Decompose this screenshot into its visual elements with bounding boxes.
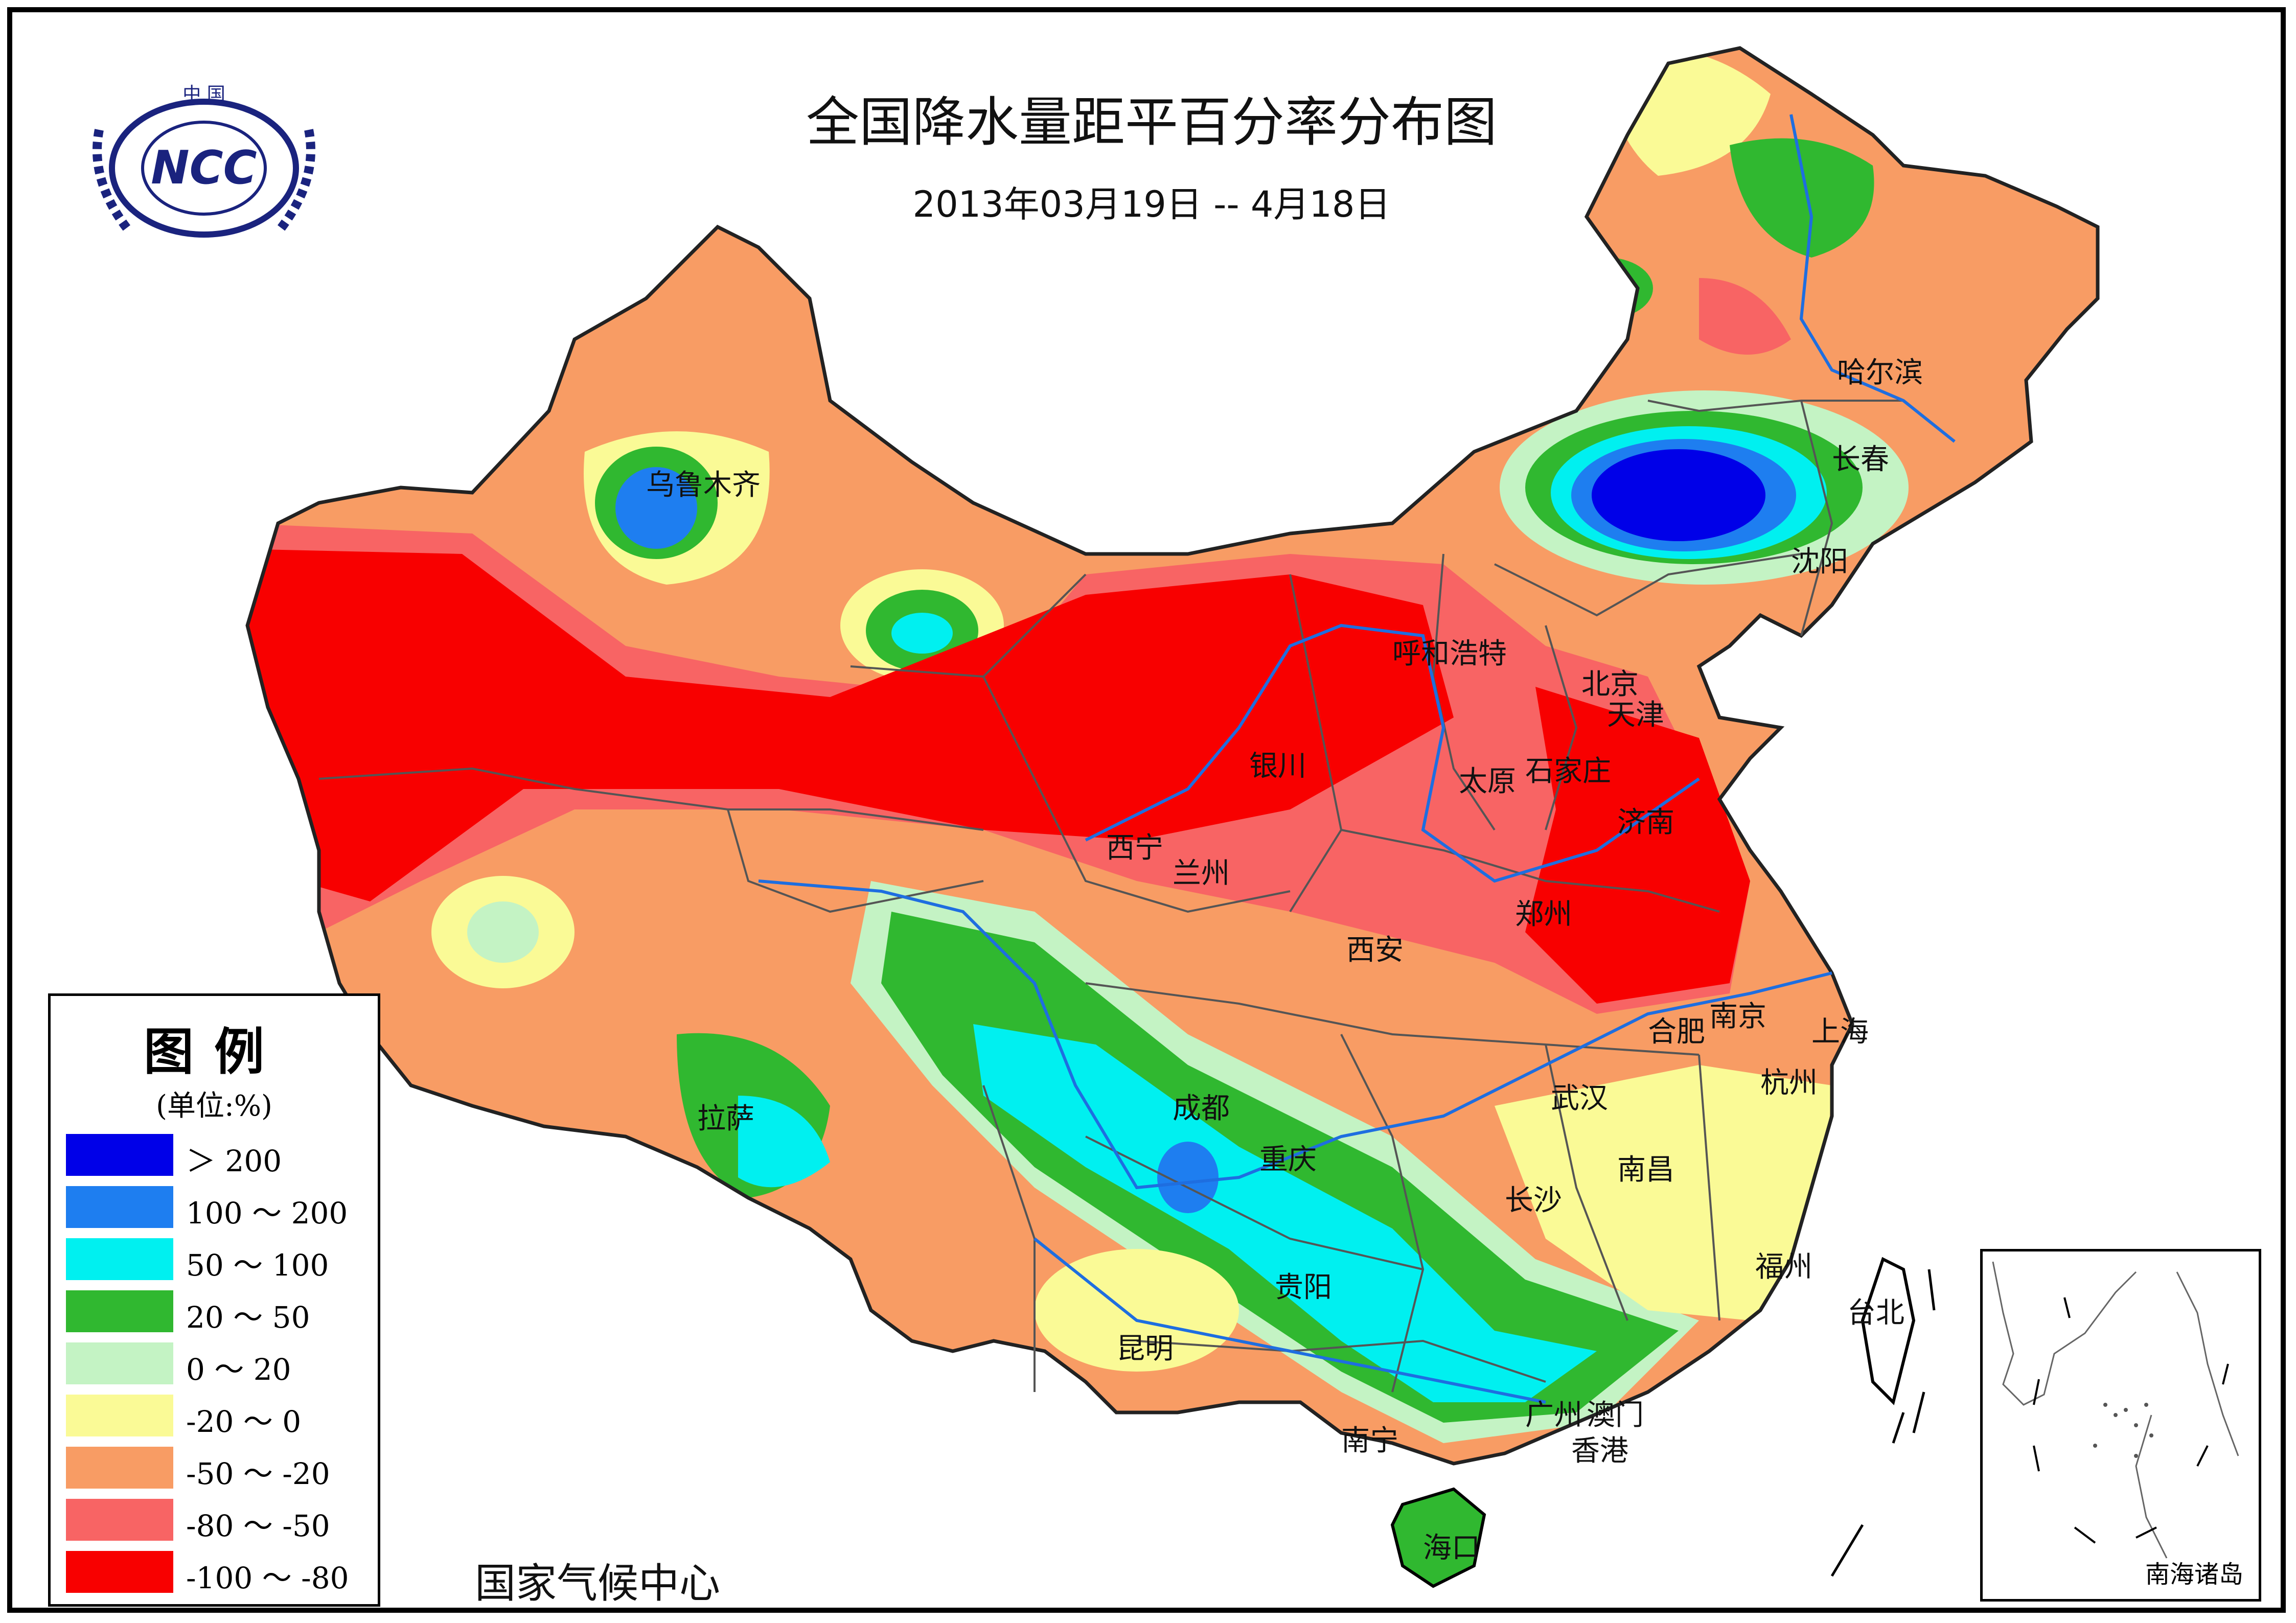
legend-item: 50 ～ 100 — [66, 1238, 373, 1283]
legend-item: 100 ～ 200 — [66, 1186, 373, 1231]
legend: 图例 (单位:%) ＞ 200 100 ～ 200 50 ～ 100 20 ～ … — [48, 993, 380, 1607]
map-subtitle: 2013年03月19日 -- 4月18日 — [912, 183, 1391, 225]
city-label: 天津 — [1607, 699, 1664, 732]
field-nm-dark — [1592, 449, 1765, 541]
city-label: 南昌 — [1617, 1153, 1674, 1187]
city-label: 银川 — [1249, 750, 1306, 783]
city-label: 呼和浩特 — [1392, 637, 1507, 670]
city-label: 西安 — [1346, 934, 1404, 967]
city-label: 武汉 — [1551, 1082, 1608, 1115]
field-wet-green — [881, 912, 1679, 1423]
city-label: 沈阳 — [1791, 545, 1848, 578]
field-ne-red — [1699, 278, 1791, 355]
inset-map — [1992, 1261, 2239, 1559]
legend-swatch — [66, 1238, 173, 1280]
legend-swatch — [66, 1134, 173, 1176]
legend-swatch — [66, 1395, 173, 1436]
city-label: 郑州 — [1515, 898, 1572, 931]
city-label: 杭州 — [1760, 1066, 1818, 1100]
legend-swatch — [66, 1342, 173, 1384]
city-label: 合肥 — [1648, 1015, 1705, 1049]
city-label: 澳门 — [1587, 1399, 1644, 1432]
city-label: 海口 — [1423, 1532, 1480, 1565]
legend-swatch — [66, 1186, 173, 1228]
legend-label: 100 ～ 200 — [186, 1196, 348, 1231]
field-lhasa-cyan — [738, 1096, 830, 1188]
city-label: 北京 — [1581, 668, 1639, 701]
field-east-dry — [1525, 687, 1750, 1004]
legend-swatch — [66, 1290, 173, 1332]
map-title: 全国降水量距平百分率分布图 — [806, 91, 1497, 153]
legend-label: -100 ～ -80 — [186, 1561, 349, 1595]
city-label: 上海 — [1811, 1015, 1869, 1049]
city-label: 昆明 — [1116, 1332, 1174, 1365]
svg-text:中 国: 中 国 — [182, 84, 225, 105]
city-label: 贵阳 — [1275, 1271, 1332, 1304]
legend-label: -50 ～ -20 — [186, 1456, 330, 1491]
legend-unit: (单位:%) — [156, 1089, 272, 1123]
city-label: 济南 — [1617, 806, 1674, 839]
city-label: 石家庄 — [1525, 755, 1611, 788]
ncc-logo: NCC 中 国 — [93, 84, 315, 238]
legend-item: 0 ～ 20 — [66, 1342, 373, 1387]
field-xj-blue — [615, 467, 697, 549]
city-label: 成都 — [1173, 1092, 1230, 1125]
city-label: 哈尔滨 — [1837, 356, 1923, 389]
city-label: 乌鲁木齐 — [646, 469, 761, 502]
legend-item: ＞ 200 — [66, 1134, 373, 1178]
field-southeast — [1495, 1065, 1832, 1320]
legend-swatch — [66, 1551, 173, 1593]
legend-label: 50 ～ 100 — [186, 1248, 329, 1283]
hainan-island — [1390, 1487, 1486, 1588]
legend-label: 0 ～ 20 — [186, 1352, 291, 1387]
field-core-dry — [247, 549, 1454, 901]
field-ne-green — [1730, 138, 1874, 258]
legend-label: -80 ～ -50 — [186, 1509, 330, 1543]
city-label: 西宁 — [1106, 831, 1163, 865]
city-label: 兰州 — [1173, 857, 1230, 890]
field-tibet-light — [467, 901, 539, 963]
legend-title: 图例 — [143, 1023, 285, 1081]
field-wet-cyan — [973, 1024, 1597, 1402]
inset-label: 南海诸岛 — [2145, 1560, 2243, 1589]
legend-label: 20 ～ 50 — [186, 1300, 310, 1335]
city-label: 重庆 — [1259, 1143, 1317, 1176]
legend-item: -80 ～ -50 — [66, 1499, 373, 1543]
footer-credit: 国家气候中心 — [475, 1560, 720, 1607]
svg-text:NCC: NCC — [151, 141, 257, 195]
field-hami-cyan — [891, 613, 953, 654]
province-boundaries — [318, 400, 1903, 1393]
taiwan-island — [1861, 1257, 1916, 1405]
legend-label: ＞ 200 — [186, 1144, 282, 1178]
south-china-sea-inset: 南海诸岛 — [1980, 1249, 2261, 1602]
legend-item: 20 ～ 50 — [66, 1290, 373, 1335]
city-label: 台北 — [1847, 1296, 1904, 1330]
city-label: 拉萨 — [697, 1102, 754, 1135]
city-label: 福州 — [1755, 1250, 1812, 1284]
nine-dash-lines — [1830, 1269, 1936, 1577]
city-label: 长沙 — [1505, 1184, 1562, 1217]
rivers — [758, 114, 1956, 1404]
legend-label: -20 ～ 0 — [186, 1404, 302, 1439]
legend-item: -50 ～ -20 — [66, 1447, 373, 1491]
city-label: 南宁 — [1341, 1424, 1398, 1457]
map-frame: NCC 中 国 全国降水量距平百分率分布图 2013年03月19日 -- 4月1… — [7, 7, 2286, 1613]
city-label: 南京 — [1709, 1000, 1766, 1033]
city-label: 长春 — [1832, 443, 1889, 476]
city-label: 太原 — [1459, 765, 1516, 798]
legend-item: -20 ～ 0 — [66, 1395, 373, 1439]
city-label: 广州 — [1525, 1399, 1582, 1432]
city-label: 香港 — [1571, 1434, 1628, 1468]
legend-swatch — [66, 1499, 173, 1541]
precipitation-map — [12, 12, 2286, 1588]
legend-item: -100 ～ -80 — [66, 1551, 373, 1595]
legend-swatch — [66, 1447, 173, 1489]
